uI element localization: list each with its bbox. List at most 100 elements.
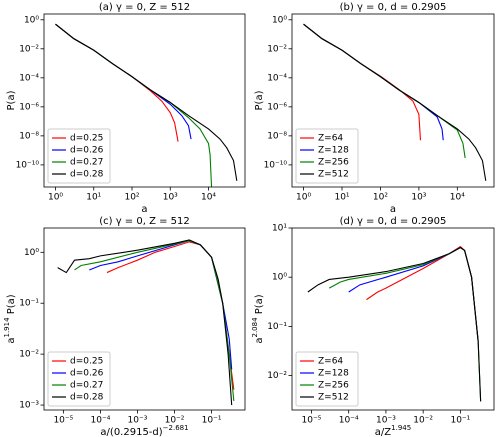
y-tick-label: 10⁻¹: [19, 299, 39, 309]
legend-box: [47, 351, 111, 407]
legend-box: [295, 351, 359, 407]
label-part: a: [6, 338, 17, 344]
y-tick-label: 10⁻²: [267, 44, 287, 54]
axis-label: a: [390, 204, 396, 215]
x-tick-label: 10²: [373, 193, 388, 203]
superscript: 1.945: [391, 424, 411, 432]
x-tick-label: 10²: [124, 193, 139, 203]
x-tick-label: 10⁰: [296, 193, 311, 203]
y-tick-label: 10⁰: [24, 15, 39, 25]
y-tick-label: 10⁰: [272, 15, 287, 25]
legend-label: Z=64: [318, 357, 343, 367]
x-tick-label: 10⁻⁵: [302, 416, 322, 426]
y-tick-label: 10⁻²: [19, 44, 39, 54]
legend-label: d=0.28: [70, 393, 104, 403]
series-line: [303, 23, 422, 141]
x-tick-label: 10⁻¹: [450, 416, 470, 426]
legend-label: Z=512: [318, 393, 349, 403]
x-tick-label: 10⁻³: [128, 416, 148, 426]
superscript: 2.084: [251, 317, 259, 338]
series-line: [366, 245, 479, 342]
axis-label: a/Z1.945: [375, 424, 411, 437]
axis-label: P(a): [6, 90, 17, 110]
x-tick-label: 10⁻²: [413, 416, 433, 426]
y-tick-label: 10⁻⁴: [267, 73, 287, 83]
x-tick-label: 10⁻⁵: [53, 416, 73, 426]
y-tick-label: 10⁻⁸: [19, 131, 39, 141]
label-part: a: [141, 204, 147, 215]
label-part: P(a): [254, 294, 265, 317]
series-line: [303, 23, 487, 181]
plot-frame: [43, 13, 246, 188]
plot-frame: [291, 13, 495, 188]
axis-label: a1.914 P(a): [3, 294, 17, 343]
series-line: [55, 23, 192, 140]
legend-label: d=0.26: [70, 146, 104, 156]
label-part: P(a): [6, 294, 17, 317]
x-tick-label: 10⁻⁴: [91, 416, 111, 426]
legend-label: d=0.25: [70, 134, 103, 144]
label-part: a: [390, 204, 396, 215]
label-part: a/Z: [375, 427, 391, 437]
y-tick-label: 10⁻⁶: [267, 102, 287, 112]
series-line: [55, 23, 238, 181]
chart-title: (d) γ = 0, d = 0.2905: [340, 216, 447, 227]
axis-label: a/(0.2915-d)−2.681: [100, 424, 188, 437]
chart-title: (a) γ = 0, Z = 512: [99, 2, 190, 13]
legend-box: [295, 128, 359, 184]
x-tick-label: 10⁻³: [376, 416, 396, 426]
y-tick-label: 10⁻¹⁰: [264, 160, 288, 170]
y-tick-label: 10⁻²: [267, 371, 287, 381]
panel: (a) γ = 0, Z = 512 10⁰ 10¹ 10² 10³ 10⁴ 10⁻¹⁰ 10…: [6, 2, 246, 215]
label-part: a: [254, 338, 265, 344]
series-line: [57, 239, 233, 406]
x-tick-label: 10⁰: [48, 193, 63, 203]
plot-frame: [291, 227, 495, 411]
x-tick-label: 10⁴: [450, 193, 465, 203]
y-tick-label: 10⁻⁸: [267, 131, 287, 141]
x-tick-label: 10⁻²: [165, 416, 185, 426]
legend-label: Z=128: [318, 146, 349, 156]
chart-title: (c) γ = 0, Z = 512: [99, 216, 190, 227]
series-line: [307, 246, 482, 402]
superscript: 1.914: [3, 317, 11, 338]
plot-frame: [43, 227, 246, 411]
x-tick-label: 10³: [411, 193, 426, 203]
series-line: [348, 246, 479, 342]
legend-label: d=0.28: [70, 170, 104, 180]
x-tick-label: 10¹: [334, 193, 349, 203]
legend-label: Z=128: [318, 369, 349, 379]
legend-label: d=0.27: [70, 381, 103, 391]
chart-title: (b) γ = 0, d = 0.2905: [340, 2, 447, 13]
y-tick-label: 10⁻⁶: [19, 102, 39, 112]
x-tick-label: 10³: [163, 193, 178, 203]
x-tick-label: 10¹: [86, 193, 101, 203]
axis-label: a: [141, 204, 147, 215]
y-tick-label: 10⁻³: [19, 401, 39, 411]
series-line: [55, 23, 179, 142]
label-part: P(a): [254, 90, 265, 110]
y-tick-label: 10⁻⁴: [19, 73, 39, 83]
legend-label: Z=64: [318, 134, 343, 144]
x-tick-label: 10⁻¹: [202, 416, 222, 426]
panel: (d) γ = 0, d = 0.2905 10⁻⁵ 10⁻⁴ 10⁻³ 10⁻² 10⁻…: [251, 216, 495, 437]
panel: (c) γ = 0, Z = 512 10⁻⁵ 10⁻⁴ 10⁻³ 10⁻² 10⁻¹ 10…: [3, 216, 246, 437]
y-tick-label: 10⁰: [24, 248, 39, 258]
axis-label: P(a): [254, 90, 265, 110]
y-tick-label: 10⁰: [272, 273, 287, 283]
label-part: P(a): [6, 90, 17, 110]
legend-label: d=0.25: [70, 357, 103, 367]
legend-label: Z=512: [318, 170, 349, 180]
series-line: [89, 239, 233, 370]
x-tick-label: 10⁻⁴: [339, 416, 359, 426]
superscript: −2.681: [163, 424, 189, 432]
legend-label: Z=256: [318, 381, 349, 391]
y-tick-label: 10⁻²: [19, 350, 39, 360]
y-tick-label: 10⁻¹: [267, 322, 287, 332]
legend-label: Z=256: [318, 158, 349, 168]
y-tick-label: 10¹: [272, 224, 287, 234]
axis-label: a2.084 P(a): [251, 294, 265, 343]
y-tick-label: 10⁻¹⁰: [16, 160, 40, 170]
label-part: a/(0.2915-d): [100, 427, 162, 437]
